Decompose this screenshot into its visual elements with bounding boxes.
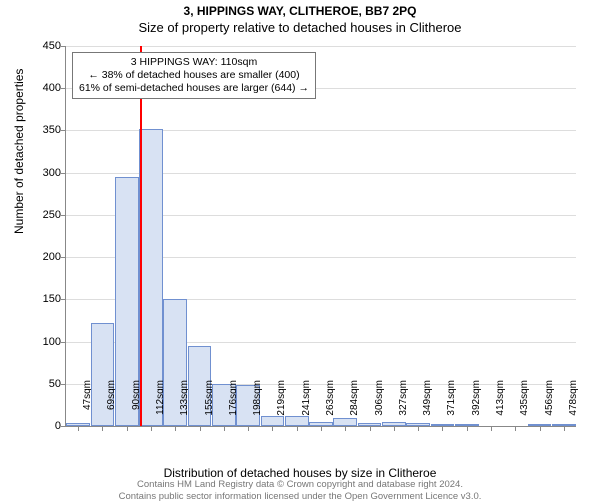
xtick-mark: [370, 426, 371, 431]
xtick-mark: [418, 426, 419, 431]
xtick-mark: [175, 426, 176, 431]
marker-line: [140, 46, 142, 426]
xtick-label: 371sqm: [446, 380, 457, 430]
xtick-mark: [102, 426, 103, 431]
ytick-label: 450: [21, 40, 61, 52]
xtick-mark: [564, 426, 565, 431]
xtick-label: 456sqm: [544, 380, 555, 430]
ytick-label: 0: [21, 420, 61, 432]
xtick-mark: [515, 426, 516, 431]
xtick-mark: [200, 426, 201, 431]
xtick-mark: [540, 426, 541, 431]
page-subtitle: Size of property relative to detached ho…: [0, 20, 600, 35]
xtick-mark: [248, 426, 249, 431]
annotation-line2: ← 38% of detached houses are smaller (40…: [79, 69, 309, 82]
xtick-mark: [491, 426, 492, 431]
ytick-mark: [61, 130, 66, 131]
ytick-mark: [61, 88, 66, 89]
annotation-box: 3 HIPPINGS WAY: 110sqm ← 38% of detached…: [72, 52, 316, 99]
annotation-line1: 3 HIPPINGS WAY: 110sqm: [79, 56, 309, 69]
ytick-label: 350: [21, 124, 61, 136]
ytick-mark: [61, 173, 66, 174]
ytick-label: 400: [21, 82, 61, 94]
footer-line1: Contains HM Land Registry data © Crown c…: [0, 479, 600, 490]
xtick-label: 478sqm: [568, 380, 579, 430]
footer-line2: Contains public sector information licen…: [0, 491, 600, 502]
xtick-label: 392sqm: [471, 380, 482, 430]
xtick-mark: [151, 426, 152, 431]
ytick-mark: [61, 384, 66, 385]
xtick-mark: [442, 426, 443, 431]
xtick-mark: [345, 426, 346, 431]
xtick-label: 413sqm: [495, 380, 506, 430]
xtick-label: 349sqm: [422, 380, 433, 430]
ytick-mark: [61, 426, 66, 427]
plot-region: 05010015020025030035040045047sqm69sqm90s…: [65, 46, 576, 427]
ytick-label: 300: [21, 167, 61, 179]
xtick-mark: [272, 426, 273, 431]
chart-area: 05010015020025030035040045047sqm69sqm90s…: [65, 46, 575, 426]
ytick-label: 50: [21, 378, 61, 390]
ytick-mark: [61, 215, 66, 216]
x-axis-label: Distribution of detached houses by size …: [0, 466, 600, 480]
ytick-label: 150: [21, 293, 61, 305]
ytick-mark: [61, 46, 66, 47]
ytick-label: 100: [21, 336, 61, 348]
xtick-mark: [467, 426, 468, 431]
footer: Contains HM Land Registry data © Crown c…: [0, 479, 600, 502]
ytick-mark: [61, 299, 66, 300]
xtick-mark: [78, 426, 79, 431]
ytick-label: 200: [21, 251, 61, 263]
ytick-label: 250: [21, 209, 61, 221]
page-address: 3, HIPPINGS WAY, CLITHEROE, BB7 2PQ: [0, 4, 600, 18]
xtick-mark: [394, 426, 395, 431]
xtick-mark: [297, 426, 298, 431]
xtick-mark: [127, 426, 128, 431]
annotation-line3: 61% of semi-detached houses are larger (…: [79, 82, 309, 95]
xtick-mark: [321, 426, 322, 431]
ytick-mark: [61, 342, 66, 343]
gridline: [66, 46, 576, 47]
xtick-mark: [224, 426, 225, 431]
ytick-mark: [61, 257, 66, 258]
xtick-label: 435sqm: [519, 380, 530, 430]
